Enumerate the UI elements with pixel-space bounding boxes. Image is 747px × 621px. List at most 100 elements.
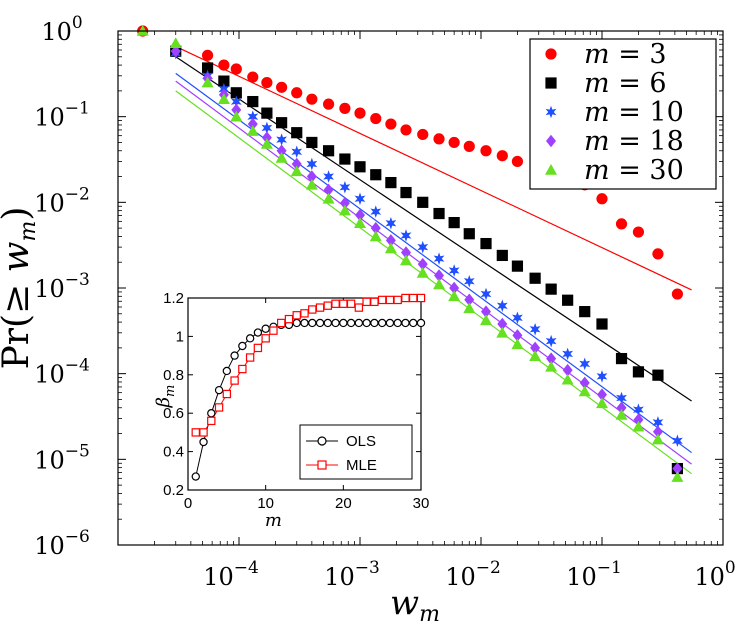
data-point-m30 bbox=[230, 110, 243, 122]
inset-y-tick-label: 1.2 bbox=[163, 290, 184, 307]
data-point-m6 bbox=[276, 117, 288, 129]
data-point-m10 bbox=[529, 323, 541, 336]
y-tick-label: 10−4 bbox=[34, 356, 90, 389]
inset-point-ols bbox=[339, 318, 348, 328]
inset-point-ols bbox=[230, 351, 239, 360]
data-point-m10 bbox=[579, 357, 591, 371]
data-point-m3 bbox=[261, 76, 273, 89]
data-point-m6 bbox=[261, 107, 273, 119]
data-point-m6 bbox=[247, 95, 259, 108]
legend-label-val: 18 bbox=[649, 126, 683, 157]
y-tick-base: 10 bbox=[34, 104, 65, 132]
data-point-m3 bbox=[370, 112, 382, 125]
data-point-m6 bbox=[463, 228, 475, 240]
data-point-m30 bbox=[448, 290, 461, 302]
data-point-m10 bbox=[672, 434, 683, 447]
legend-label-m18: m = 18 bbox=[584, 126, 684, 157]
inset-point-ols bbox=[409, 318, 418, 328]
legend-label-val: 3 bbox=[649, 39, 666, 70]
data-point-m30 bbox=[615, 408, 628, 420]
legend-label-var: m bbox=[584, 155, 610, 186]
x-tick-label: 10−4 bbox=[203, 558, 259, 591]
inset-point-ols bbox=[222, 366, 232, 376]
inset-point-mle bbox=[315, 303, 325, 312]
data-point-m10 bbox=[417, 240, 429, 254]
data-point-m6 bbox=[291, 127, 303, 139]
legend-label-val: 30 bbox=[649, 155, 683, 186]
inset-point-mle bbox=[409, 293, 418, 303]
data-point-m30 bbox=[322, 192, 335, 204]
data-point-m18 bbox=[261, 131, 272, 144]
inset-point-mle bbox=[308, 305, 317, 314]
data-point-m30 bbox=[290, 165, 303, 177]
x-tick-label: 100 bbox=[694, 558, 735, 591]
x-axis-title: wm bbox=[390, 583, 440, 621]
data-point-m18 bbox=[231, 103, 242, 117]
data-point-m10 bbox=[496, 299, 508, 313]
inset-point-mle bbox=[253, 343, 263, 353]
fit-line-m10 bbox=[175, 72, 692, 454]
inset-point-mle bbox=[238, 364, 247, 374]
data-point-m10 bbox=[512, 311, 523, 324]
inset-point-mle bbox=[377, 295, 387, 305]
inset-y-tick-label: 1 bbox=[176, 328, 184, 345]
data-point-m6 bbox=[511, 260, 524, 272]
data-point-m10 bbox=[385, 217, 397, 230]
data-point-m3 bbox=[218, 59, 230, 71]
legend-label-val: 10 bbox=[649, 97, 683, 128]
inset-x-tick-label: 10 bbox=[257, 495, 274, 512]
x-tick-label: 10−3 bbox=[324, 558, 380, 591]
data-point-m6 bbox=[385, 176, 397, 189]
inset-point-mle bbox=[191, 428, 200, 437]
data-point-m30 bbox=[511, 338, 524, 350]
data-point-m3 bbox=[463, 140, 475, 152]
data-point-m18 bbox=[291, 157, 302, 171]
x-tick-label: 10−1 bbox=[566, 558, 622, 591]
data-point-m30 bbox=[369, 230, 382, 242]
inset-point-mle bbox=[277, 318, 286, 328]
data-point-m6 bbox=[562, 294, 574, 306]
inset-point-mle bbox=[207, 416, 216, 426]
data-point-m18 bbox=[276, 144, 287, 158]
data-point-m6 bbox=[480, 237, 492, 250]
inset-point-mle bbox=[354, 303, 364, 312]
legend-label-eq: = bbox=[610, 155, 650, 186]
y-axis-title-var: w bbox=[0, 241, 37, 272]
legend-label-var: m bbox=[584, 126, 610, 157]
x-axis-title-var: w bbox=[390, 583, 419, 621]
data-point-m18 bbox=[355, 208, 365, 222]
data-point-m30 bbox=[169, 37, 182, 49]
data-point-m3 bbox=[400, 124, 412, 136]
x-axis-title-sub: m bbox=[419, 602, 440, 621]
inset-point-ols bbox=[308, 318, 317, 328]
data-point-m18 bbox=[633, 413, 644, 426]
y-tick-label: 10−5 bbox=[34, 441, 90, 474]
legend-label-m30: m = 30 bbox=[584, 155, 684, 186]
x-tick-exponent: −4 bbox=[234, 558, 259, 578]
x-tick-exponent: −1 bbox=[597, 558, 622, 578]
data-point-m30 bbox=[305, 178, 318, 190]
data-point-m30 bbox=[354, 217, 366, 229]
data-point-m18 bbox=[481, 305, 492, 318]
main-plot-marks bbox=[136, 25, 692, 482]
inset-point-mle bbox=[393, 295, 402, 305]
inset-point-mle bbox=[339, 299, 348, 308]
data-point-m30 bbox=[201, 76, 214, 88]
data-point-m18 bbox=[323, 183, 334, 197]
inset-point-mle bbox=[346, 299, 356, 308]
y-tick-base: 10 bbox=[34, 532, 65, 560]
data-point-m18 bbox=[434, 269, 445, 282]
inset-point-mle bbox=[269, 326, 278, 335]
inset-y-tick-label: 0.8 bbox=[163, 367, 184, 384]
data-point-m6 bbox=[433, 207, 445, 220]
y-tick-base: 10 bbox=[34, 361, 65, 389]
data-point-m6 bbox=[322, 145, 335, 157]
y-tick-exponent: −4 bbox=[65, 356, 90, 376]
data-point-m18 bbox=[530, 341, 541, 355]
data-point-m30 bbox=[416, 266, 429, 278]
inset-point-ols bbox=[354, 318, 364, 328]
data-point-m10 bbox=[261, 121, 273, 135]
y-axis-title: Pr(≥ wm) bbox=[0, 207, 41, 370]
